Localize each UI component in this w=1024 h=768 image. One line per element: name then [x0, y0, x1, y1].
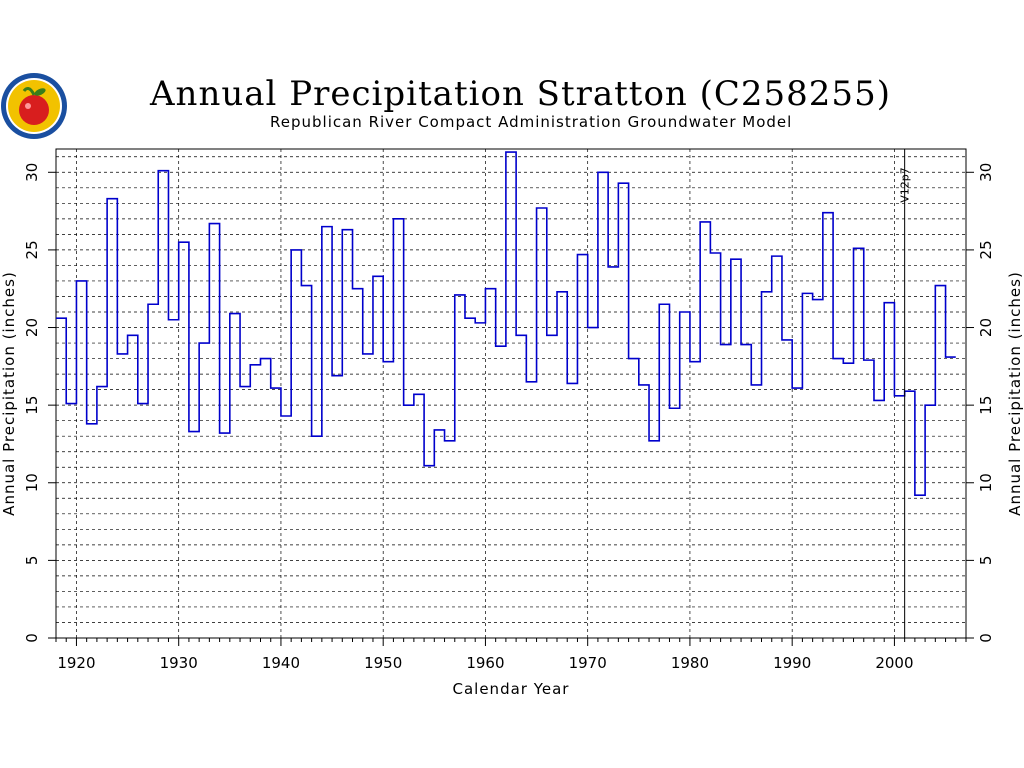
agency-seal-logo	[0, 72, 72, 149]
x-tick-label: 1940	[262, 654, 300, 672]
plot-frame	[55, 148, 967, 639]
y-tick-label-left: 15	[23, 396, 41, 415]
x-tick-label: 1950	[364, 654, 402, 672]
y-tick-label-right: 25	[977, 240, 995, 259]
x-tick-label: 1980	[671, 654, 709, 672]
y-tick-labels: 0 0 5 5 10 10 15 15 20 20 25 25 30 30	[23, 163, 995, 643]
x-tick-label: 1960	[466, 654, 504, 672]
v12p7-marker-label: V12p7	[899, 167, 912, 203]
y-axis-label-right: Annual Precipitation (inches)	[1006, 271, 1024, 516]
x-axis-label: Calendar Year	[453, 680, 570, 698]
x-tick-label: 1930	[160, 654, 198, 672]
y-tick-label-right: 20	[977, 318, 995, 337]
x-tick-label: 1990	[773, 654, 811, 672]
x-tick-label: 2000	[875, 654, 913, 672]
precipitation-step-line	[56, 151, 956, 496]
y-tick-label-right: 15	[977, 396, 995, 415]
chart-title: Annual Precipitation Stratton (C258255)	[150, 74, 891, 114]
x-tick-label: 1920	[57, 654, 95, 672]
y-tick-label-right: 5	[977, 556, 995, 566]
y-tick-label-left: 5	[23, 556, 41, 566]
chart-subtitle: Republican River Compact Administration …	[270, 113, 793, 131]
axis-ticks	[48, 171, 974, 646]
x-tick-label: 1970	[569, 654, 607, 672]
y-axis-label-left: Annual Precipitation (inches)	[0, 271, 18, 516]
y-tick-label-left: 30	[23, 163, 41, 182]
y-tick-label-left: 20	[23, 318, 41, 337]
x-tick-labels: 1920 1930 1940 1950 1960 1970 1980 1990 2000	[57, 654, 913, 672]
y-tick-label-right: 10	[977, 473, 995, 492]
y-tick-label-left: 0	[23, 633, 41, 643]
y-tick-label-right: 0	[977, 633, 995, 643]
y-tick-label-right: 30	[977, 163, 995, 182]
y-tick-label-left: 10	[23, 473, 41, 492]
y-tick-label-left: 25	[23, 240, 41, 259]
grid-lines	[56, 149, 966, 638]
